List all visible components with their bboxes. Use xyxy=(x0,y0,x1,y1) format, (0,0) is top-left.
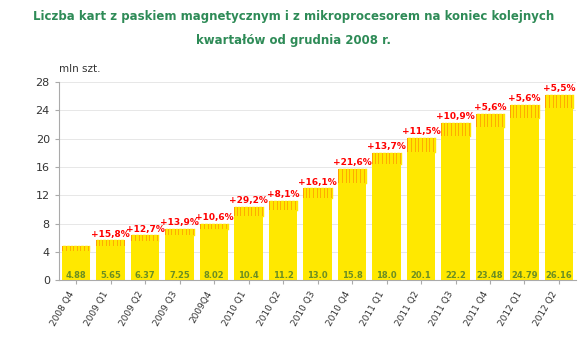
Bar xyxy=(131,241,159,280)
Text: 26.16: 26.16 xyxy=(546,271,572,280)
Text: +10,6%: +10,6% xyxy=(195,213,233,222)
Text: 6.37: 6.37 xyxy=(135,271,155,280)
Bar xyxy=(96,246,125,280)
Text: +15,8%: +15,8% xyxy=(91,229,130,239)
Bar xyxy=(303,198,332,280)
Bar xyxy=(200,229,228,280)
Text: +5,6%: +5,6% xyxy=(508,94,541,103)
Bar xyxy=(62,251,90,280)
Bar xyxy=(510,118,539,280)
Text: +12,7%: +12,7% xyxy=(126,225,165,234)
Text: +10,9%: +10,9% xyxy=(436,113,475,121)
Bar xyxy=(372,163,400,280)
Text: 22.2: 22.2 xyxy=(445,271,466,280)
Bar xyxy=(442,136,470,280)
Text: +13,9%: +13,9% xyxy=(160,218,199,227)
Bar xyxy=(476,127,504,280)
Bar xyxy=(476,114,504,127)
Bar xyxy=(269,201,297,210)
Text: +16,1%: +16,1% xyxy=(298,177,337,187)
Text: 23.48: 23.48 xyxy=(477,271,503,280)
Bar xyxy=(545,95,573,108)
Bar xyxy=(407,152,435,280)
Bar xyxy=(62,246,90,251)
Bar xyxy=(338,169,366,183)
Text: 13.0: 13.0 xyxy=(307,271,328,280)
Bar xyxy=(131,235,159,241)
Text: 8.02: 8.02 xyxy=(203,271,225,280)
Text: 4.88: 4.88 xyxy=(66,271,86,280)
Text: 24.79: 24.79 xyxy=(511,271,538,280)
Bar xyxy=(510,105,539,118)
Text: +29,2%: +29,2% xyxy=(229,196,268,205)
Text: 20.1: 20.1 xyxy=(410,271,432,280)
Text: 15.8: 15.8 xyxy=(342,271,362,280)
Text: +13,7%: +13,7% xyxy=(367,142,406,151)
Bar xyxy=(96,240,125,246)
Text: 5.65: 5.65 xyxy=(100,271,121,280)
Bar xyxy=(235,207,263,216)
Bar xyxy=(303,188,332,198)
Bar xyxy=(372,153,400,163)
Bar xyxy=(165,229,193,235)
Text: +11,5%: +11,5% xyxy=(402,127,440,136)
Bar xyxy=(200,224,228,229)
Text: 11.2: 11.2 xyxy=(273,271,293,280)
Text: mln szt.: mln szt. xyxy=(59,64,101,74)
Text: +5,6%: +5,6% xyxy=(474,103,506,112)
Text: kwartałów od grudnia 2008 r.: kwartałów od grudnia 2008 r. xyxy=(196,34,392,47)
Bar xyxy=(235,216,263,280)
Text: +21,6%: +21,6% xyxy=(333,158,372,167)
Bar xyxy=(407,138,435,152)
Text: 7.25: 7.25 xyxy=(169,271,190,280)
Text: +5,5%: +5,5% xyxy=(543,84,575,93)
Bar xyxy=(165,235,193,280)
Bar xyxy=(338,183,366,280)
Bar xyxy=(269,210,297,280)
Text: Liczba kart z paskiem magnetycznym i z mikroprocesorem na koniec kolejnych: Liczba kart z paskiem magnetycznym i z m… xyxy=(34,10,554,23)
Text: 10.4: 10.4 xyxy=(238,271,259,280)
Text: +8,1%: +8,1% xyxy=(267,190,299,199)
Bar xyxy=(545,108,573,280)
Bar xyxy=(442,123,470,136)
Text: 18.0: 18.0 xyxy=(376,271,397,280)
